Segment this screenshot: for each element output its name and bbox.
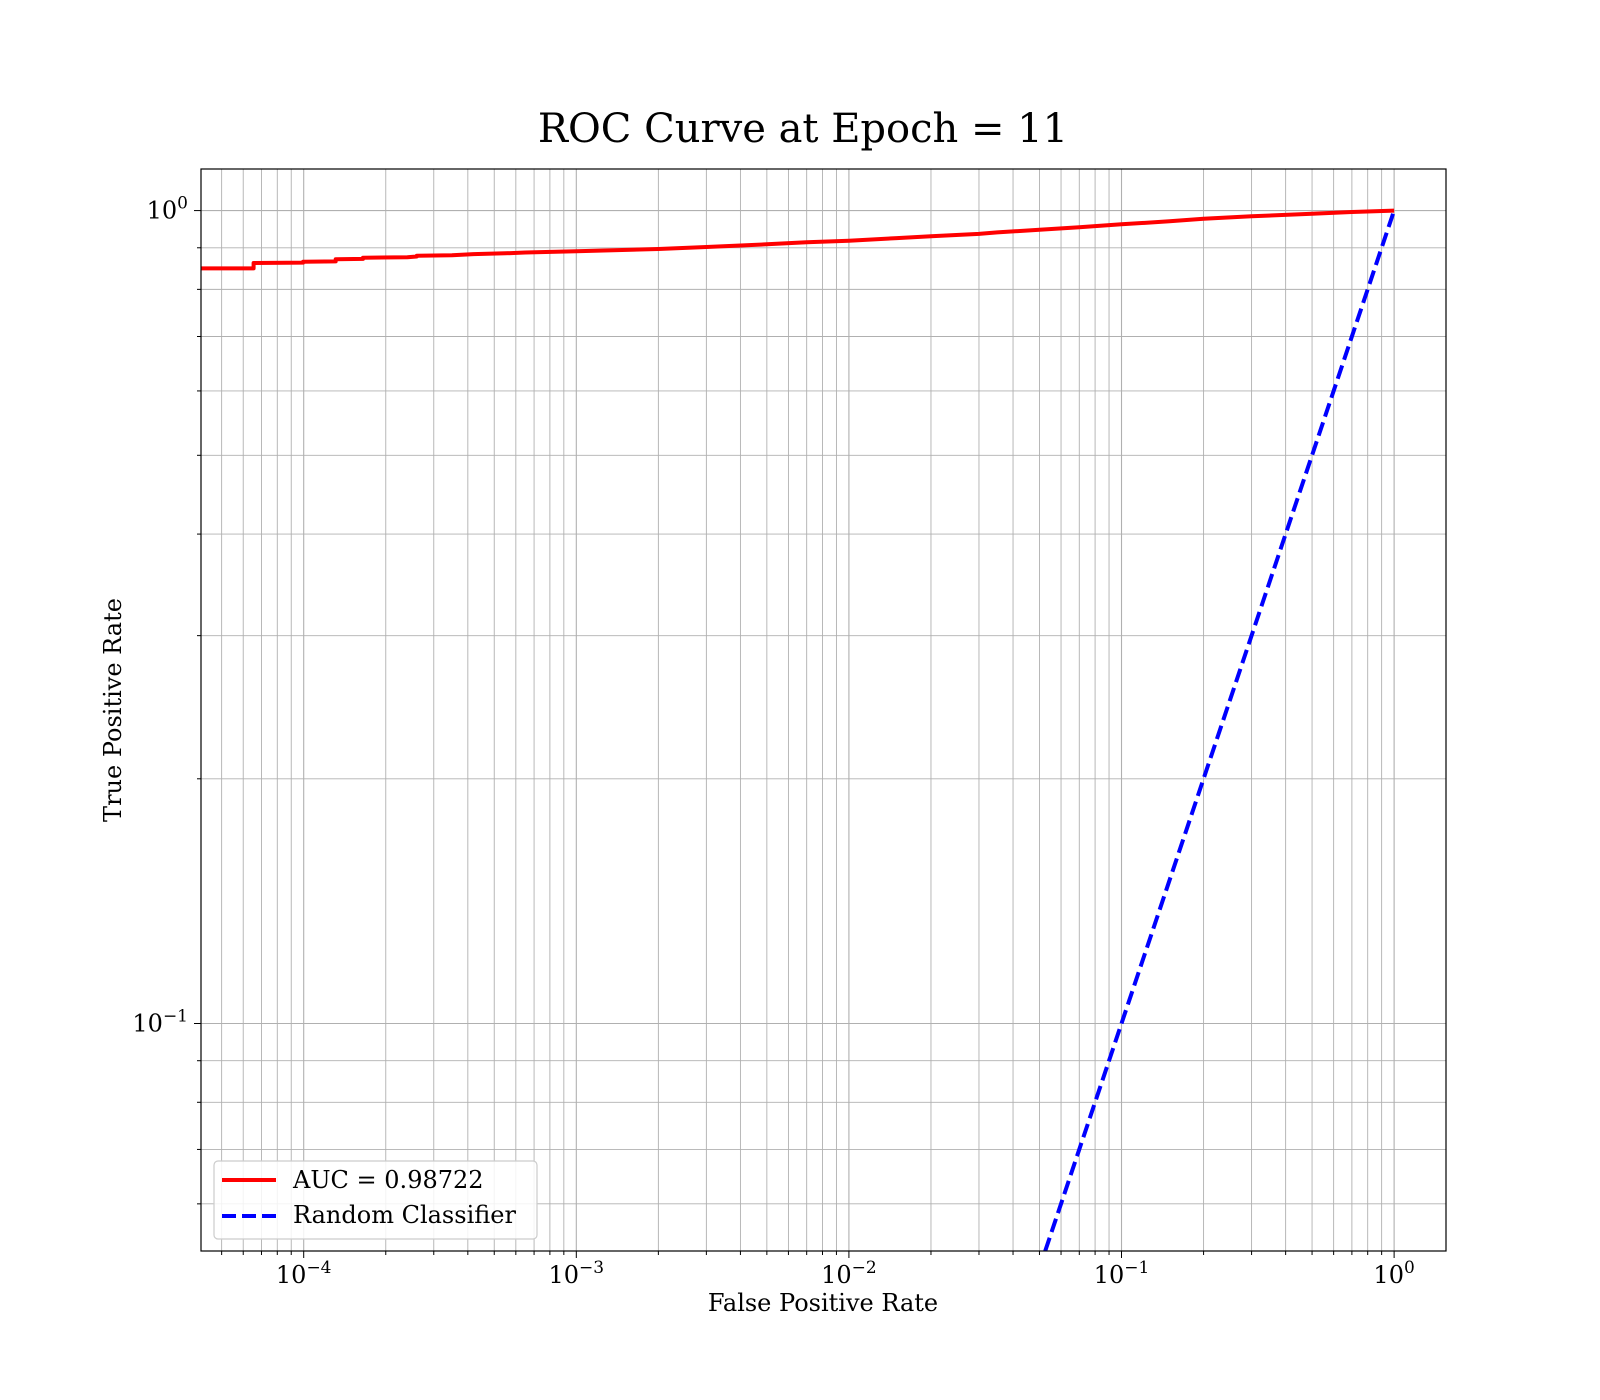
random-classifier-line (1043, 209, 1396, 1251)
chart-title: ROC Curve at Epoch = 11 (538, 106, 1068, 152)
x-tick-label: 10−2 (821, 1258, 877, 1289)
x-tick-label: 10−1 (1094, 1258, 1150, 1289)
legend-label-auc: AUC = 0.98722 (292, 1166, 484, 1194)
x-tick-label: 10−4 (276, 1258, 332, 1289)
legend-box (213, 1160, 538, 1240)
legend: AUC = 0.98722 Random Classifier (213, 1160, 538, 1240)
x-axis-label: False Positive Rate (708, 1289, 938, 1317)
y-axis-label: True Positive Rate (99, 598, 127, 822)
series-layer (201, 208, 1396, 1251)
x-tick-label: 100 (1373, 1258, 1414, 1289)
y-tick-label: 10−1 (132, 1007, 188, 1038)
plot-frame (200, 168, 1447, 1252)
x-tick-label: 10−3 (549, 1258, 605, 1289)
y-tick-label: 100 (147, 194, 188, 225)
y-axis-ticks: 10−1 100 (132, 194, 201, 1205)
major-gridlines (201, 169, 1446, 1251)
legend-label-random-classifier: Random Classifier (293, 1201, 516, 1229)
roc-curve-line (201, 208, 1395, 271)
minor-gridlines (201, 169, 1446, 1251)
x-axis-ticks: 10−4 10−3 10−2 10−1 100 (221, 1251, 1415, 1289)
